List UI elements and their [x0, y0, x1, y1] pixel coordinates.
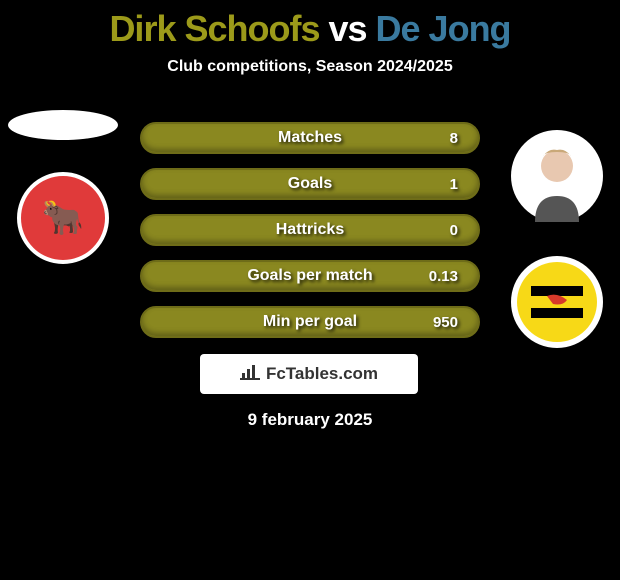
- stat-bar-min-per-goal: Min per goal 950: [140, 306, 480, 338]
- player-right-column: [502, 130, 612, 348]
- title-vs: vs: [319, 8, 375, 49]
- person-icon: [511, 130, 603, 222]
- title-player1: Dirk Schoofs: [109, 8, 319, 49]
- club-left-icon: 🐂: [42, 198, 84, 238]
- stat-bar-goals: Goals 1: [140, 168, 480, 200]
- branding-badge: FcTables.com: [200, 354, 418, 394]
- branding-text: FcTables.com: [266, 364, 378, 384]
- club-right-icon: [511, 256, 603, 348]
- page-title: Dirk Schoofs vs De Jong: [0, 0, 620, 50]
- stat-value-right: 8: [428, 130, 458, 147]
- stat-bar-matches: Matches 8: [140, 122, 480, 154]
- subtitle: Club competitions, Season 2024/2025: [0, 58, 620, 76]
- stats-bars: Matches 8 Goals 1 Hattricks 0 Goals per …: [140, 122, 480, 338]
- title-player2: De Jong: [376, 8, 511, 49]
- stat-value-right: 0: [428, 222, 458, 239]
- player-right-club-badge: [511, 256, 603, 348]
- player-right-avatar: [511, 130, 603, 222]
- stat-value-right: 950: [428, 314, 458, 331]
- stat-bar-goals-per-match: Goals per match 0.13: [140, 260, 480, 292]
- player-left-column: 🐂: [8, 110, 118, 264]
- snapshot-date: 9 february 2025: [0, 410, 620, 430]
- player-left-avatar: [8, 110, 118, 140]
- stat-value-right: 0.13: [428, 268, 458, 285]
- chart-icon: [240, 363, 260, 386]
- stat-bar-hattricks: Hattricks 0: [140, 214, 480, 246]
- stat-value-right: 1: [428, 176, 458, 193]
- player-left-club-badge: 🐂: [17, 172, 109, 264]
